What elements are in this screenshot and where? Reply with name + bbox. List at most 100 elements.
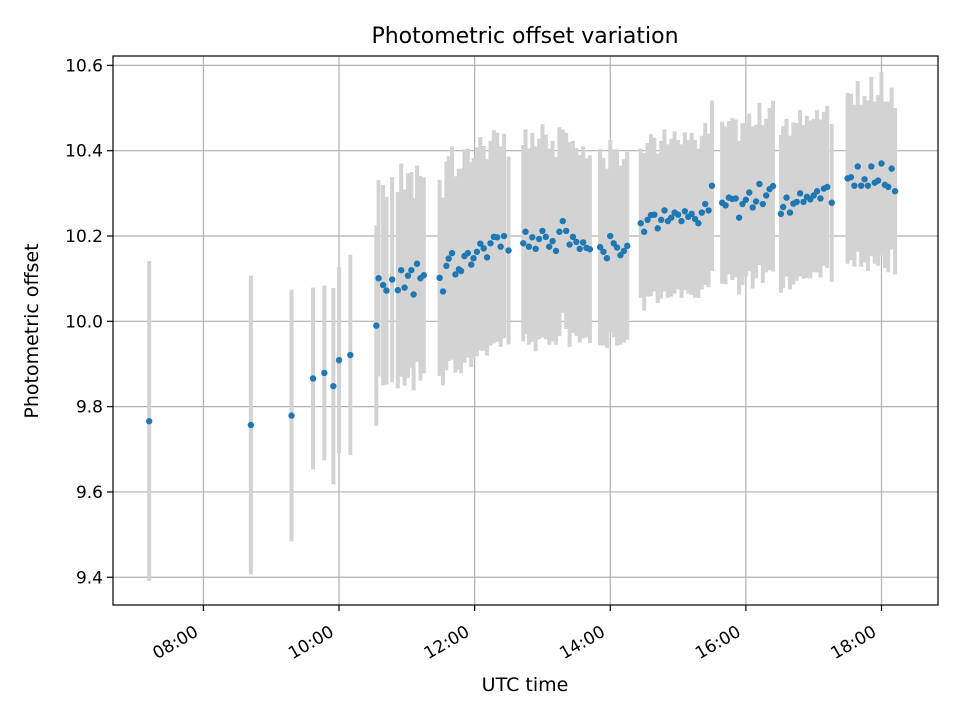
data-point: [464, 249, 472, 257]
data-point: [749, 204, 756, 211]
data-point: [888, 165, 895, 172]
data-point: [408, 266, 415, 274]
data-point: [388, 276, 396, 283]
x-tick-label: 08:00: [149, 622, 201, 664]
data-point: [640, 228, 648, 235]
data-point: [600, 248, 607, 255]
x-tick-label: 12:00: [421, 622, 473, 664]
data-point: [383, 287, 390, 294]
data-point: [309, 375, 317, 382]
y-tick-label: 10.6: [65, 56, 103, 76]
data-point: [783, 194, 790, 201]
y-tick-label: 10.0: [65, 312, 103, 332]
data-point: [874, 177, 882, 184]
data-point: [796, 190, 804, 197]
data-point: [347, 351, 354, 359]
data-point: [468, 261, 475, 268]
data-point: [769, 182, 777, 190]
data-point: [546, 243, 553, 250]
data-point: [810, 192, 817, 199]
y-tick-label: 9.6: [76, 483, 103, 503]
data-point: [542, 233, 550, 241]
data-point: [494, 234, 501, 241]
data-point: [500, 232, 508, 240]
data-point: [401, 284, 408, 291]
data-point: [330, 382, 337, 390]
data-point: [522, 228, 529, 235]
data-point: [525, 243, 533, 250]
data-point: [617, 252, 624, 259]
data-point: [813, 188, 821, 195]
data-point: [828, 199, 835, 206]
data-point: [885, 183, 892, 191]
data-point: [735, 214, 743, 221]
data-point: [674, 211, 682, 218]
chart-title: Photometric offset variation: [371, 24, 678, 49]
data-point: [397, 266, 405, 274]
data-point: [404, 272, 412, 279]
data-point: [732, 195, 739, 202]
data-point: [470, 254, 477, 262]
data-point: [487, 240, 494, 247]
data-point: [532, 245, 539, 253]
data-point: [535, 235, 543, 243]
data-point: [657, 216, 665, 224]
data-point: [739, 200, 746, 208]
data-point: [824, 183, 831, 191]
data-point: [549, 237, 556, 245]
data-point: [759, 200, 767, 208]
data-point: [394, 286, 401, 294]
data-point: [786, 209, 794, 216]
data-point: [817, 195, 824, 202]
plot-frame: [112, 55, 939, 606]
data-point: [868, 163, 875, 170]
data-point: [448, 249, 456, 257]
data-point: [854, 163, 861, 170]
data-point: [556, 228, 563, 235]
x-tick-label: 18:00: [828, 622, 880, 664]
data-point: [586, 246, 594, 253]
data-point: [847, 173, 855, 181]
data-point: [878, 160, 885, 167]
data-point: [562, 227, 570, 235]
data-point: [483, 254, 491, 261]
data-point: [756, 180, 763, 188]
data-point: [569, 233, 577, 241]
data-point: [701, 200, 709, 208]
data-point: [335, 356, 343, 364]
data-point: [777, 210, 785, 218]
data-point: [861, 176, 868, 183]
data-point: [763, 192, 770, 199]
data-point: [420, 272, 427, 279]
y-axis-ticks: 9.4 9.6 9.8 10.0 10.2 10.4 10.6: [65, 56, 113, 588]
data-point: [637, 220, 644, 227]
x-axis-label: UTC time: [482, 674, 569, 696]
data-point: [552, 247, 560, 255]
point-group: [145, 160, 899, 429]
data-point: [688, 210, 695, 218]
data-point: [891, 188, 899, 195]
data-point: [708, 182, 716, 189]
data-point: [678, 217, 685, 225]
data-point: [613, 244, 621, 251]
data-point: [746, 189, 753, 196]
data-point: [375, 275, 382, 282]
data-point: [436, 274, 443, 282]
data-point: [800, 198, 807, 206]
data-point: [864, 182, 872, 189]
data-point: [480, 245, 487, 252]
data-point: [668, 214, 675, 221]
data-point: [288, 412, 295, 419]
data-point: [779, 203, 787, 211]
data-point: [410, 291, 417, 298]
data-point: [695, 220, 702, 227]
data-point: [654, 225, 661, 232]
data-point: [520, 240, 527, 247]
y-tick-label: 10.4: [65, 142, 103, 162]
data-point: [247, 421, 255, 429]
data-point: [505, 247, 512, 254]
data-point: [742, 196, 750, 203]
data-point: [443, 262, 450, 270]
x-tick-label: 10:00: [285, 622, 337, 664]
